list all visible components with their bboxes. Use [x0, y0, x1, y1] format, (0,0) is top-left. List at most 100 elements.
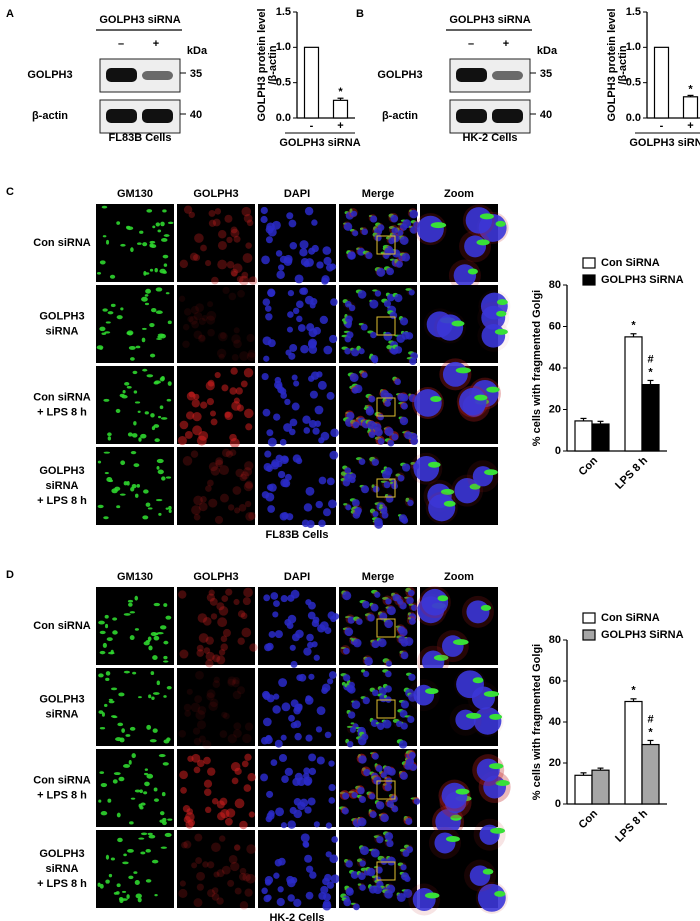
nucleus-dot	[352, 421, 360, 429]
nucleus-dot	[383, 331, 393, 341]
bar	[332, 99, 349, 119]
nucleus-dot	[374, 517, 383, 527]
golph3-dot	[209, 410, 217, 417]
golgi-dot	[117, 837, 123, 843]
nucleus-dot	[303, 778, 312, 786]
nucleus-dot	[294, 732, 302, 741]
nucleus-dot	[410, 226, 418, 234]
golph3-dot	[245, 242, 252, 249]
golgi-dot	[167, 818, 173, 821]
golph3-dot	[190, 450, 199, 458]
golgi-dot	[160, 846, 167, 849]
golgi-dot	[141, 296, 148, 302]
golgi-dot	[98, 799, 102, 803]
golgi-dot	[138, 696, 142, 699]
golgi-dot	[157, 415, 162, 419]
lane-label: +	[153, 38, 159, 50]
golgi-dot	[129, 726, 136, 731]
nucleus-dot	[392, 593, 400, 602]
golph3-dot	[205, 485, 212, 492]
nucleus-dot	[289, 806, 297, 815]
nucleus-dot	[279, 512, 288, 521]
golph3-dot	[236, 686, 246, 695]
micrograph	[177, 447, 255, 525]
golgi-dot	[127, 599, 134, 603]
golgi-dot	[154, 267, 158, 273]
nucleus-dot	[288, 219, 297, 228]
golph3-dot	[178, 730, 187, 738]
zoom-nucleus	[436, 314, 464, 341]
golph3-dot	[230, 268, 239, 277]
nucleus-dot	[383, 766, 393, 775]
golph3-dot	[246, 844, 256, 854]
column-label: GOLPH3	[193, 571, 238, 583]
golph3-dot	[222, 628, 231, 637]
golgi-dot	[97, 504, 104, 509]
zoom-box	[376, 478, 396, 498]
nucleus-dot	[380, 813, 389, 823]
nucleus-dot	[290, 876, 298, 884]
golph3-dot	[211, 276, 219, 285]
nucleus-dot	[374, 591, 381, 598]
nucleus-dot	[320, 885, 329, 894]
nucleus-dot	[358, 755, 367, 764]
nucleus-dot	[289, 242, 298, 250]
nucleus-dot	[399, 416, 409, 426]
golgi-dot	[162, 762, 169, 766]
golph3-dot	[198, 317, 207, 326]
nucleus-dot	[308, 375, 315, 382]
golgi-dot	[126, 331, 130, 335]
row-label: + LPS 8 h	[37, 878, 87, 890]
golph3-dot	[237, 289, 245, 298]
nucleus-dot	[265, 305, 272, 312]
nucleus-dot	[350, 210, 358, 217]
zoom-golgi	[453, 639, 469, 646]
nucleus-dot	[267, 437, 277, 447]
zoom-nucleus	[455, 709, 476, 731]
nucleus-dot	[345, 860, 353, 868]
nucleus-dot	[307, 611, 316, 620]
zoom-nucleus	[413, 455, 440, 482]
nucleus-dot	[357, 290, 367, 299]
nucleus-dot	[277, 470, 286, 479]
nucleus-dot	[357, 247, 366, 256]
golgi-dot	[125, 225, 131, 230]
nucleus-dot	[343, 222, 353, 231]
nucleus-dot	[347, 251, 356, 260]
golgi-dot	[97, 882, 101, 887]
golgi-dot	[99, 650, 106, 655]
nucleus-dot	[362, 600, 370, 609]
nucleus-dot	[386, 267, 394, 276]
zoom-golgi	[437, 595, 449, 602]
nucleus-dot	[353, 638, 362, 648]
nucleus-dot	[309, 302, 316, 309]
nucleus-dot	[377, 638, 387, 648]
golgi-dot	[150, 413, 155, 418]
nucleus-dot	[262, 298, 271, 306]
nucleus-dot	[363, 768, 371, 777]
golgi-dot	[350, 722, 355, 725]
y-tick-label: 0.0	[626, 112, 641, 124]
zoom-golgi	[495, 780, 510, 787]
golgi-dot	[160, 333, 166, 339]
golgi-dot	[117, 722, 124, 727]
golgi-dot	[150, 671, 155, 676]
golph3-dot	[195, 710, 206, 721]
golph3-dot	[215, 457, 224, 466]
nucleus-dot	[374, 234, 382, 242]
golgi-dot	[102, 308, 108, 312]
golgi-dot	[156, 680, 160, 686]
x-tick-label: +	[687, 120, 693, 132]
golgi-dot	[148, 834, 156, 839]
zoom-golgi	[482, 868, 494, 875]
golgi-dot	[163, 739, 170, 744]
golph3-dot	[215, 459, 223, 468]
nucleus-dot	[290, 699, 299, 708]
golgi-dot	[140, 851, 146, 855]
nucleus-dot	[264, 450, 272, 458]
golgi-dot	[131, 433, 138, 438]
golph3-dot	[208, 209, 216, 217]
golph3-dot	[178, 590, 187, 599]
nucleus-dot	[284, 618, 292, 626]
golgi-dot	[121, 728, 125, 733]
